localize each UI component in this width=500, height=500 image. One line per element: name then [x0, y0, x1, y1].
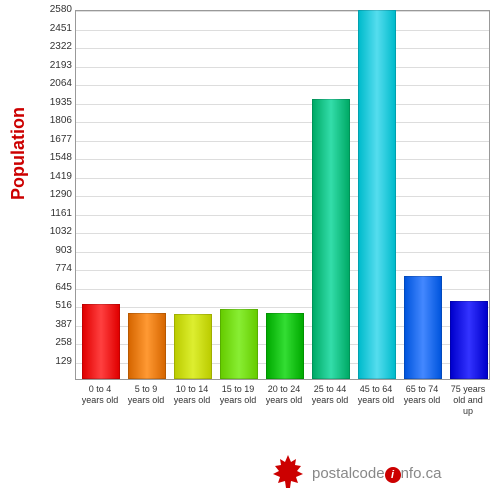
bar — [404, 276, 442, 379]
y-tick: 2064 — [40, 78, 72, 89]
y-tick: 387 — [40, 319, 72, 330]
bar — [358, 10, 396, 379]
x-label: 0 to 4 years old — [79, 384, 121, 406]
y-tick: 2193 — [40, 60, 72, 71]
bar — [312, 99, 350, 379]
x-label: 20 to 24 years old — [263, 384, 305, 406]
x-label: 10 to 14 years old — [171, 384, 213, 406]
bar — [266, 313, 304, 379]
bar — [128, 313, 166, 379]
y-tick: 1290 — [40, 189, 72, 200]
y-tick: 1806 — [40, 115, 72, 126]
bar — [450, 301, 488, 379]
y-tick: 258 — [40, 337, 72, 348]
y-tick: 645 — [40, 282, 72, 293]
info-icon: i — [385, 467, 401, 483]
y-tick: 516 — [40, 300, 72, 311]
chart-container: Population 0 to 4 years old5 to 9 years … — [0, 0, 500, 500]
bar — [174, 314, 212, 379]
y-tick: 1032 — [40, 226, 72, 237]
y-tick: 1935 — [40, 97, 72, 108]
y-tick: 129 — [40, 356, 72, 367]
x-label: 75 years old and up — [447, 384, 489, 416]
y-tick: 774 — [40, 263, 72, 274]
maple-leaf-icon — [270, 455, 306, 493]
x-labels: 0 to 4 years old5 to 9 years old10 to 14… — [75, 384, 490, 444]
y-tick: 2451 — [40, 23, 72, 34]
logo-text-after: nfo.ca — [401, 465, 442, 482]
x-label: 65 to 74 years old — [401, 384, 443, 406]
y-axis-label: Population — [8, 107, 29, 200]
logo-text-before: postalcode — [312, 465, 385, 482]
plot-area — [75, 10, 490, 380]
bar — [220, 309, 258, 379]
y-tick: 2322 — [40, 41, 72, 52]
y-tick: 1161 — [40, 208, 72, 219]
x-label: 25 to 44 years old — [309, 384, 351, 406]
y-tick: 1677 — [40, 134, 72, 145]
x-label: 15 to 19 years old — [217, 384, 259, 406]
logo-text: postalcodeinfo.ca — [312, 465, 441, 483]
y-tick: 903 — [40, 245, 72, 256]
y-tick: 1548 — [40, 152, 72, 163]
y-tick: 2580 — [40, 4, 72, 15]
logo: postalcodeinfo.ca — [270, 455, 441, 493]
x-label: 5 to 9 years old — [125, 384, 167, 406]
y-tick: 1419 — [40, 171, 72, 182]
bar — [82, 304, 120, 379]
bars-group — [76, 11, 489, 379]
x-label: 45 to 64 years old — [355, 384, 397, 406]
